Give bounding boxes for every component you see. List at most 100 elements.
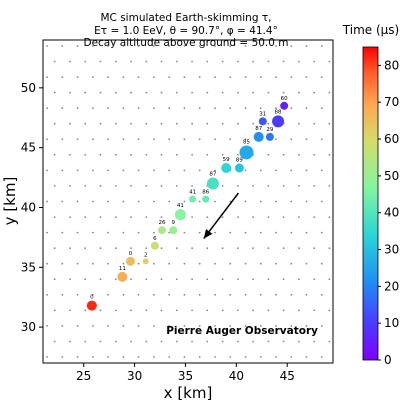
station-marker xyxy=(229,107,232,110)
station-marker xyxy=(107,138,109,141)
y-axis-label: y [km] xyxy=(1,177,19,226)
station-marker xyxy=(76,262,79,265)
station-marker xyxy=(320,107,323,110)
data-point xyxy=(258,117,267,126)
station-marker xyxy=(53,60,56,63)
station-marker xyxy=(160,91,163,94)
point-label: 86 xyxy=(202,190,209,196)
station-marker xyxy=(290,76,293,78)
station-marker xyxy=(69,122,71,125)
station-marker xyxy=(313,309,316,312)
station-marker xyxy=(214,107,216,110)
station-marker xyxy=(114,122,117,125)
colorbar-label: Time (μs) xyxy=(342,23,399,37)
station-marker xyxy=(275,325,277,327)
station-marker xyxy=(153,45,155,47)
station-marker xyxy=(267,153,270,156)
station-marker xyxy=(69,247,71,250)
station-marker xyxy=(198,356,201,358)
station-marker xyxy=(84,91,87,94)
station-marker xyxy=(145,153,148,156)
station-marker xyxy=(84,216,87,219)
station-marker xyxy=(137,293,140,296)
station-marker xyxy=(53,340,56,343)
station-marker xyxy=(84,60,87,63)
station-marker xyxy=(298,153,300,156)
station-marker xyxy=(267,340,270,343)
station-marker xyxy=(130,309,132,312)
station-marker xyxy=(198,76,201,78)
station-marker xyxy=(305,325,308,327)
station-marker xyxy=(122,76,125,78)
station-marker xyxy=(53,278,56,281)
station-marker xyxy=(92,356,94,358)
station-marker xyxy=(46,231,48,234)
station-marker xyxy=(313,122,316,125)
station-marker xyxy=(267,185,270,187)
data-point xyxy=(221,163,232,174)
station-marker xyxy=(168,76,171,78)
station-marker xyxy=(305,231,308,234)
data-point xyxy=(202,195,210,203)
station-marker xyxy=(229,356,232,358)
data-point xyxy=(142,258,149,265)
station-marker xyxy=(191,278,194,281)
station-marker xyxy=(92,45,94,47)
data-point xyxy=(174,209,186,221)
station-marker xyxy=(298,122,300,125)
station-marker xyxy=(168,325,171,327)
station-marker xyxy=(160,153,163,156)
title-line-3: Decay altitude above ground = 50.0 m xyxy=(83,37,288,49)
station-marker xyxy=(275,169,277,172)
axes-frame xyxy=(42,39,334,364)
station-marker xyxy=(237,185,239,187)
y-tick-label: 40 xyxy=(21,200,36,214)
station-marker xyxy=(328,247,331,250)
colorbar xyxy=(362,46,379,361)
station-marker xyxy=(328,185,331,187)
station-marker xyxy=(198,200,201,203)
station-marker xyxy=(237,247,239,250)
station-marker xyxy=(168,293,171,296)
station-marker xyxy=(290,325,293,327)
station-marker xyxy=(320,293,323,296)
station-marker xyxy=(122,107,125,110)
station-marker xyxy=(214,200,216,203)
station-marker xyxy=(259,231,262,234)
station-marker xyxy=(328,340,331,343)
station-marker xyxy=(107,356,109,358)
station-marker xyxy=(92,325,94,327)
data-point xyxy=(253,131,264,142)
station-marker xyxy=(282,60,285,63)
point-label: 31 xyxy=(259,111,266,117)
station-marker xyxy=(290,200,293,203)
station-marker xyxy=(160,278,163,281)
station-marker xyxy=(168,45,171,47)
station-marker xyxy=(61,45,64,47)
station-marker xyxy=(259,200,262,203)
arrow-head xyxy=(203,229,213,239)
station-marker xyxy=(61,231,64,234)
station-marker xyxy=(206,247,209,250)
station-marker xyxy=(191,247,194,250)
station-marker xyxy=(122,231,125,234)
station-marker xyxy=(244,107,247,110)
station-marker xyxy=(76,76,79,78)
station-marker xyxy=(298,91,300,94)
station-marker xyxy=(168,169,171,172)
station-marker xyxy=(107,107,109,110)
station-marker xyxy=(206,122,209,125)
station-marker xyxy=(107,76,109,78)
station-marker xyxy=(114,309,117,312)
colorbar-tick-label: 10 xyxy=(384,316,399,330)
station-marker xyxy=(259,45,262,47)
station-marker xyxy=(145,278,148,281)
station-marker xyxy=(237,216,239,219)
x-tick-label: 25 xyxy=(76,369,91,383)
point-label: 0 xyxy=(90,295,94,301)
station-marker xyxy=(198,107,201,110)
station-marker xyxy=(122,325,125,327)
station-marker xyxy=(168,231,171,234)
station-marker xyxy=(175,153,178,156)
